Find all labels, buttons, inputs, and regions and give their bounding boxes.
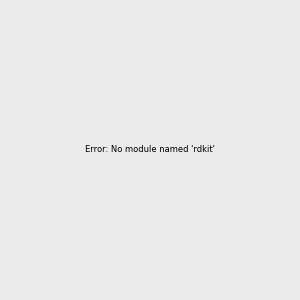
- Text: Error: No module named 'rdkit': Error: No module named 'rdkit': [85, 146, 215, 154]
